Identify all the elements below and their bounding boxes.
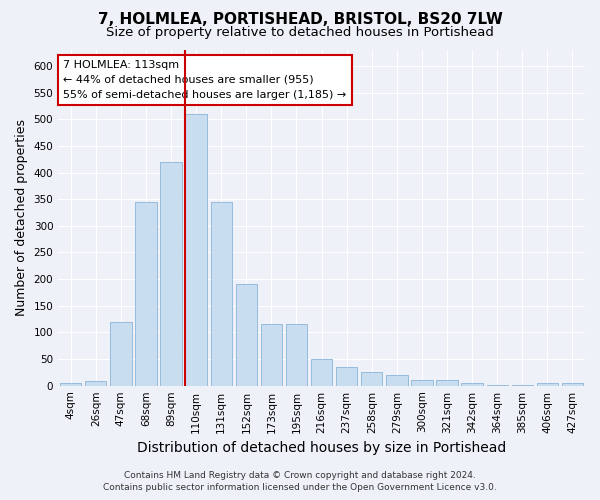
Text: 7 HOLMLEA: 113sqm
← 44% of detached houses are smaller (955)
55% of semi-detache: 7 HOLMLEA: 113sqm ← 44% of detached hous… [64,60,347,100]
X-axis label: Distribution of detached houses by size in Portishead: Distribution of detached houses by size … [137,441,506,455]
Bar [461,383,483,386]
Bar [487,384,508,386]
Text: Size of property relative to detached houses in Portishead: Size of property relative to detached ho… [106,26,494,39]
Bar [336,367,358,386]
Bar [261,324,282,386]
Bar [562,383,583,386]
Bar [236,284,257,386]
Bar [436,380,458,386]
Text: 7, HOLMLEA, PORTISHEAD, BRISTOL, BS20 7LW: 7, HOLMLEA, PORTISHEAD, BRISTOL, BS20 7L… [98,12,502,28]
Bar [160,162,182,386]
Bar [411,380,433,386]
Bar [537,383,558,386]
Bar [136,202,157,386]
Bar [311,359,332,386]
Bar [211,202,232,386]
Bar [512,384,533,386]
Bar [361,372,382,386]
Bar [386,375,407,386]
Bar [85,382,106,386]
Bar [286,324,307,386]
Bar [110,322,131,386]
Bar [60,383,82,386]
Text: Contains HM Land Registry data © Crown copyright and database right 2024.
Contai: Contains HM Land Registry data © Crown c… [103,471,497,492]
Bar [185,114,207,386]
Y-axis label: Number of detached properties: Number of detached properties [15,120,28,316]
